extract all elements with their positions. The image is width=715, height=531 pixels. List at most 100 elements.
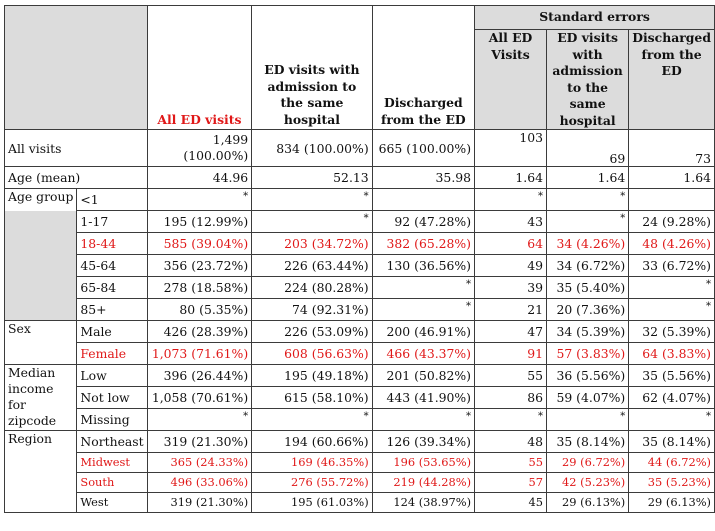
group-spacer: [3, 210, 78, 321]
cell-admit: 195 (49.18%): [251, 364, 373, 387]
cell-se-all: *: [474, 188, 547, 211]
cell-disch: 382 (65.28%): [371, 232, 476, 255]
sub-label: 85+: [76, 298, 148, 321]
cell-all: 496 (33.06%): [146, 472, 253, 493]
cell-all: 278 (18.58%): [146, 276, 253, 299]
cell-all: 585 (39.04%): [146, 232, 253, 255]
cell-se-admit: 1.64: [545, 166, 630, 189]
cell-all: 80 (5.35%): [146, 298, 253, 321]
cell-se-all: 49: [474, 254, 547, 277]
cell-admit: 276 (55.72%): [251, 472, 373, 493]
sub-label: 18-44: [76, 232, 148, 255]
cell-se-admit: 34 (4.26%): [545, 232, 630, 255]
cell-se-all: 64: [474, 232, 547, 255]
cell-admit: *: [251, 408, 373, 431]
cell-se-disch: 33 (6.72%): [628, 254, 715, 277]
ed-visits-table: All ED visits ED visits with admission t…: [3, 5, 715, 513]
cell-disch: *: [371, 298, 476, 321]
table-row: 18-44 585 (39.04%) 203 (34.72%) 382 (65.…: [5, 232, 715, 255]
cell-all: 396 (26.44%): [146, 364, 253, 387]
cell-disch: 35.98: [371, 166, 476, 189]
table-row: Not low 1,058 (70.61%) 615 (58.10%) 443 …: [5, 386, 715, 409]
cell-se-disch: 35 (5.56%): [628, 364, 715, 387]
cell-se-all: *: [474, 408, 547, 431]
group-label: Age group: [3, 188, 78, 211]
cell-se-all: 103: [474, 129, 547, 167]
sub-label: 65-84: [76, 276, 148, 299]
cell-se-admit: 69: [545, 129, 630, 167]
table-row: Missing * * * * * *: [5, 408, 715, 431]
cell-disch: 126 (39.34%): [371, 430, 476, 453]
table-row: 1-17 195 (12.99%) * 92 (47.28%) 43 * 24 …: [3, 210, 715, 321]
sub-label: 45-64: [76, 254, 148, 277]
group-label: Region: [3, 430, 78, 513]
cell-admit: 203 (34.72%): [251, 232, 373, 255]
cell-se-admit: *: [545, 210, 630, 233]
cell-admit: *: [251, 210, 373, 233]
cell-se-disch: [628, 188, 715, 211]
cell-se-admit: 35 (5.40%): [545, 276, 630, 299]
cell-disch: *: [371, 408, 476, 431]
cell-se-admit: 36 (5.56%): [545, 364, 630, 387]
cell-disch: *: [371, 276, 476, 299]
cell-all: 44.96: [146, 166, 253, 189]
cell-se-admit: 29 (6.13%): [545, 492, 630, 513]
cell-se-disch: *: [628, 408, 715, 431]
cell-admit: 52.13: [251, 166, 373, 189]
cell-admit: 169 (46.35%): [251, 452, 373, 473]
cell-se-all: 57: [474, 472, 547, 493]
group-label: Sex: [3, 320, 78, 365]
sub-label: 1-17: [76, 210, 148, 233]
cell-admit: 226 (63.44%): [251, 254, 373, 277]
cell-all: 426 (28.39%): [146, 320, 253, 343]
cell-admit: 615 (58.10%): [251, 386, 373, 409]
header-all-ed-visits: All ED visits: [146, 5, 253, 130]
sub-label: <1: [76, 188, 148, 211]
cell-se-disch: 32 (5.39%): [628, 320, 715, 343]
table-row: West 319 (21.30%) 195 (61.03%) 124 (38.9…: [5, 492, 715, 513]
cell-disch: [371, 188, 476, 211]
cell-se-disch: 24 (9.28%): [628, 210, 715, 233]
cell-se-all: 43: [474, 210, 547, 233]
cell-se-all: 1.64: [474, 166, 547, 189]
cell-se-admit: 20 (7.36%): [545, 298, 630, 321]
header-admission-same-hospital: ED visits with admission to the same hos…: [251, 5, 373, 130]
sub-label: South: [76, 472, 148, 493]
cell-disch: 92 (47.28%): [371, 210, 476, 233]
sub-label: Low: [76, 364, 148, 387]
cell-se-admit: 59 (4.07%): [545, 386, 630, 409]
table-row: Sex Male 426 (28.39%) 226 (53.09%) 200 (…: [3, 320, 715, 365]
cell-se-admit: *: [545, 188, 630, 211]
cell-se-disch: 44 (6.72%): [628, 452, 715, 473]
cell-se-disch: 73: [628, 129, 715, 167]
cell-se-all: 47: [474, 320, 547, 343]
cell-se-all: 91: [474, 342, 547, 365]
header-se-all-ed-visits: All ED Visits: [474, 29, 547, 130]
cell-all: *: [146, 188, 253, 211]
cell-se-all: 21: [474, 298, 547, 321]
cell-disch: 665 (100.00%): [371, 129, 476, 167]
table-row: All visits 1,499 (100.00%) 834 (100.00%)…: [4, 129, 715, 167]
header-se-admission: ED visits with admission to the same hos…: [545, 29, 630, 130]
header-standard-errors: Standard errors: [474, 5, 715, 30]
cell-se-all: 48: [474, 430, 547, 453]
table-row: 45-64 356 (23.72%) 226 (63.44%) 130 (36.…: [5, 254, 715, 277]
cell-admit: 195 (61.03%): [251, 492, 373, 513]
cell-se-disch: 64 (3.83%): [628, 342, 715, 365]
cell-disch: 124 (38.97%): [371, 492, 476, 513]
cell-se-all: 45: [474, 492, 547, 513]
cell-admit: 834 (100.00%): [251, 129, 373, 167]
table-row: Median income for zipcode Low 396 (26.44…: [3, 364, 715, 431]
header-se-discharged: Discharged from the ED: [628, 29, 715, 130]
cell-se-disch: *: [628, 276, 715, 299]
cell-se-all: 55: [474, 364, 547, 387]
table-row: 65-84 278 (18.58%) 224 (80.28%) * 39 35 …: [5, 276, 715, 299]
table-row: South 496 (33.06%) 276 (55.72%) 219 (44.…: [5, 472, 715, 493]
table-row: Midwest 365 (24.33%) 169 (46.35%) 196 (5…: [5, 452, 715, 473]
cell-se-admit: 34 (6.72%): [545, 254, 630, 277]
sub-label: Male: [76, 320, 148, 343]
cell-se-admit: 35 (8.14%): [545, 430, 630, 453]
header-blank-cell: [4, 5, 148, 130]
cell-all: 195 (12.99%): [146, 210, 253, 233]
cell-disch: 466 (43.37%): [371, 342, 476, 365]
